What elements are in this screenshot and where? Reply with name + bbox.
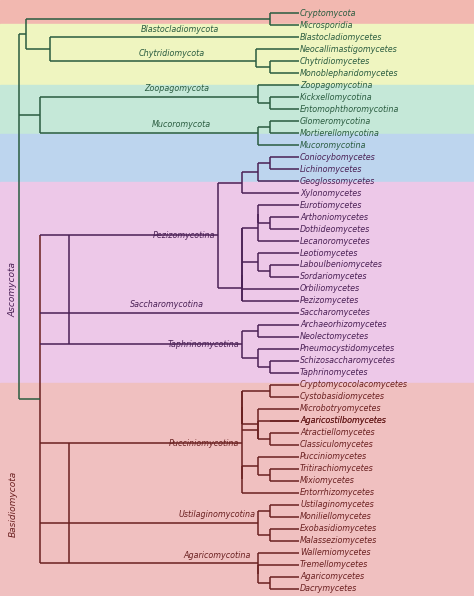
Text: Neocallimastigomycetes: Neocallimastigomycetes [300,45,398,54]
Text: Pneumocystidomycetes: Pneumocystidomycetes [300,344,395,353]
Text: Neolectomycetes: Neolectomycetes [300,333,369,342]
Text: Microsporidia: Microsporidia [300,21,354,30]
Text: Exobasidiomycetes: Exobasidiomycetes [300,524,377,533]
Text: Microbotryomycetes: Microbotryomycetes [300,405,382,414]
Text: Pezizomycetes: Pezizomycetes [300,296,359,306]
Text: Leotiomycetes: Leotiomycetes [300,249,358,257]
Text: Dacrymycetes: Dacrymycetes [300,584,357,594]
Text: Eurotiomycetes: Eurotiomycetes [300,200,363,210]
Text: Laboulbeniomycetes: Laboulbeniomycetes [300,260,383,269]
Text: Blastocladiomycota: Blastocladiomycota [141,24,219,33]
Text: Saccharomycotina: Saccharomycotina [130,300,204,309]
Bar [0,0,474,24]
Text: Malasseziomycetes: Malasseziomycetes [300,536,377,545]
Text: Ustilaginomycotina: Ustilaginomycotina [178,510,255,519]
Text: Taphrinomycetes: Taphrinomycetes [300,368,369,377]
Text: Pucciniomycetes: Pucciniomycetes [300,452,367,461]
Bar [0,383,474,596]
Text: Pucciniomycotina: Pucciniomycotina [169,439,239,448]
Text: Agaricomycetes: Agaricomycetes [300,572,364,581]
Text: Moniliellomycetes: Moniliellomycetes [300,513,372,522]
Bar [0,85,474,134]
Text: Geoglossomycetes: Geoglossomycetes [300,176,375,185]
Text: Xylonomycetes: Xylonomycetes [300,188,361,197]
Text: Ustilaginomycetes: Ustilaginomycetes [300,501,374,510]
Text: Chytridiomycetes: Chytridiomycetes [300,57,370,66]
Text: Lecanoromycetes: Lecanoromycetes [300,237,371,246]
Text: Entorrhizomycetes: Entorrhizomycetes [300,488,375,498]
Text: Archaeorhizomycetes: Archaeorhizomycetes [300,321,386,330]
Text: Dothideomycetes: Dothideomycetes [300,225,370,234]
Text: Basidiomycota: Basidiomycota [9,470,18,536]
Text: Cryptomycocolacomycetes: Cryptomycocolacomycetes [300,380,408,389]
Text: Zoopagomycotina: Zoopagomycotina [300,80,373,89]
Text: Agaricostilbomycetes: Agaricostilbomycetes [300,417,386,426]
Text: Mortierellomycotina: Mortierellomycotina [300,129,380,138]
Bar [0,134,474,182]
Bar [0,182,474,383]
Text: Cryptomycota: Cryptomycota [300,8,356,18]
Text: Coniocybomycetes: Coniocybomycetes [300,153,376,162]
Text: Orbiliomycetes: Orbiliomycetes [300,284,360,293]
Text: Wallemiomycetes: Wallemiomycetes [300,548,371,557]
Text: Entomophthoromycotina: Entomophthoromycotina [300,104,400,114]
Text: Mucoromycota: Mucoromycota [152,120,211,129]
Text: Saccharomycetes: Saccharomycetes [300,309,371,318]
Text: Taphrinomycotina: Taphrinomycotina [168,340,239,349]
Text: Blastocladiomycetes: Blastocladiomycetes [300,33,383,42]
Text: Mucoromycotina: Mucoromycotina [300,141,366,150]
Text: Cystobasidiomycetes: Cystobasidiomycetes [300,392,385,402]
Bar [0,24,474,85]
Text: Pezizomycotina: Pezizomycotina [153,231,216,240]
Text: Sordariomycetes: Sordariomycetes [300,272,367,281]
Text: Classiculomycetes: Classiculomycetes [300,440,374,449]
Text: Zoopagomycota: Zoopagomycota [144,85,209,94]
Text: Glomeromycotina: Glomeromycotina [300,117,371,126]
Text: Kickxellomycotina: Kickxellomycotina [300,92,373,101]
Text: Ascomycota: Ascomycota [9,262,18,318]
Text: Arthoniomycetes: Arthoniomycetes [300,213,368,222]
Text: Lichinomycetes: Lichinomycetes [300,164,363,173]
Text: Tremellomycetes: Tremellomycetes [300,560,368,569]
Text: Schizosaccharomycetes: Schizosaccharomycetes [300,356,396,365]
Text: Tritirachiomycetes: Tritirachiomycetes [300,464,374,473]
Text: Monoblepharidomycetes: Monoblepharidomycetes [300,69,399,77]
Text: Agaricomycotina: Agaricomycotina [183,551,251,560]
Text: Mixiomycetes: Mixiomycetes [300,476,355,485]
Text: Atractiellomycetes: Atractiellomycetes [300,429,374,437]
Text: Agaricostilbomycetes: Agaricostilbomycetes [300,417,386,426]
Text: Chytridiomycota: Chytridiomycota [139,48,205,58]
